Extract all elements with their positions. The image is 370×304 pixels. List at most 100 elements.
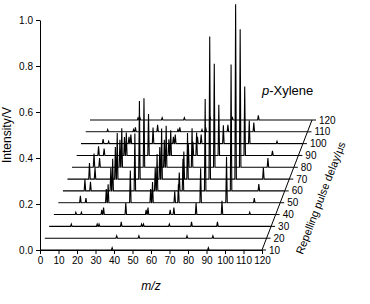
x-tick-mark (262, 250, 263, 254)
z-tick-label: 30 (278, 221, 290, 232)
z-tick: 110 (307, 126, 330, 137)
z-tick: 10 (262, 245, 281, 256)
x-tick-label: 10 (53, 255, 65, 266)
z-tick-mark (294, 167, 298, 168)
z-tick-mark (307, 131, 311, 132)
chart: 01020304050607080901001101200.00.20.40.6… (0, 0, 370, 304)
spectrum-line (72, 29, 294, 167)
y-tick: 0.6 (19, 107, 40, 118)
y-tick: 0.0 (19, 245, 40, 256)
x-tick-mark (207, 250, 208, 254)
spectrum-line (85, 123, 307, 132)
y-tick-mark (36, 250, 40, 251)
spectrum-group (63, 64, 285, 191)
z-tick-mark (303, 143, 307, 144)
y-tick-label: 0.4 (19, 153, 33, 164)
x-tick: 30 (90, 250, 102, 266)
x-tick-label: 50 (127, 255, 139, 266)
z-tick-label: 120 (319, 115, 336, 126)
z-tick-mark (312, 120, 316, 121)
spectrum-line (90, 115, 312, 120)
y-tick-label: 0.6 (19, 107, 33, 118)
z-tick-mark (262, 250, 266, 251)
y-tick-label: 0.2 (19, 199, 33, 210)
x-tick-label: 70 (164, 255, 176, 266)
spectrum-line (40, 248, 262, 250)
spectrum-line (49, 222, 271, 227)
x-tick: 40 (109, 250, 121, 266)
z-tick: 50 (280, 197, 299, 208)
y-tick-mark (36, 112, 40, 113)
y-tick-mark (36, 66, 40, 67)
z-tick-label: 10 (269, 245, 281, 256)
x-tick: 100 (217, 250, 234, 266)
z-tick-label: 70 (296, 174, 308, 185)
x-tick: 50 (127, 250, 139, 266)
x-tick-label: 0 (38, 255, 44, 266)
spectrum-group (90, 115, 312, 120)
x-tick: 80 (183, 250, 195, 266)
y-axis-title: Intensity/V (0, 107, 14, 163)
spectrum-group (49, 222, 271, 227)
x-tick-label: 20 (72, 255, 84, 266)
x-tick-label: 110 (236, 255, 252, 266)
x-tick: 110 (236, 250, 252, 266)
z-tick-mark (289, 179, 293, 180)
y-tick-mark (36, 20, 40, 21)
spectrum-group (40, 248, 262, 250)
x-tick-label: 80 (183, 255, 195, 266)
x-tick-mark (188, 250, 189, 254)
spectrum-line (63, 64, 285, 191)
x-tick-label: 30 (90, 255, 102, 266)
z-tick: 30 (271, 221, 290, 232)
x-tick-label: 60 (146, 255, 158, 266)
x-tick: 60 (146, 250, 158, 266)
x-tick-mark (225, 250, 226, 254)
z-tick-mark (280, 202, 284, 203)
x-tick-mark (114, 250, 115, 254)
z-tick-label: 50 (287, 197, 299, 208)
z-tick-label: 110 (314, 126, 330, 137)
chart-title: p-Xylene (261, 83, 313, 98)
z-tick: 120 (312, 115, 336, 126)
z-tick-mark (267, 238, 271, 239)
x-tick: 20 (72, 250, 84, 266)
x-tick-mark (244, 250, 245, 254)
x-tick-label: 90 (201, 255, 213, 266)
x-tick-mark (40, 250, 41, 254)
y-tick: 1.0 (19, 15, 40, 26)
x-tick-label: 120 (254, 255, 271, 266)
z-tick-mark (285, 190, 289, 191)
spectrum-line (45, 236, 267, 238)
y-tick-label: 0.8 (19, 61, 33, 72)
z-tick-label: 60 (292, 185, 304, 196)
x-tick-label: 100 (217, 255, 234, 266)
x-tick-mark (77, 250, 78, 254)
z-tick-label: 90 (305, 150, 317, 161)
z-tick-mark (271, 226, 275, 227)
spectrum-group (72, 29, 294, 167)
z-tick-mark (298, 155, 302, 156)
z-tick-label: 80 (301, 162, 313, 173)
z-tick: 40 (276, 209, 295, 220)
z-tick-label: 40 (283, 209, 295, 220)
y-tick-mark (36, 204, 40, 205)
x-tick-mark (96, 250, 97, 254)
z-tick-mark (276, 214, 280, 215)
z-tick-label: 100 (310, 138, 327, 149)
y-axis: 0.0 0.2 0.4 0.6 0.8 1.0 (19, 15, 40, 256)
z-tick: 100 (303, 138, 327, 149)
y-tick-label: 0.0 (19, 245, 33, 256)
x-tick: 70 (164, 250, 176, 266)
z-tick: 60 (285, 185, 304, 196)
y-tick: 0.8 (19, 61, 40, 72)
x-tick-mark (59, 250, 60, 254)
y-axis-line (40, 21, 41, 251)
z-tick: 80 (294, 162, 313, 173)
x-tick-mark (151, 250, 152, 254)
spectrum-line (58, 157, 280, 203)
x-tick-mark (170, 250, 171, 254)
spectrum-group (45, 236, 267, 238)
x-tick: 90 (201, 250, 213, 266)
spectrum-group (85, 123, 307, 132)
